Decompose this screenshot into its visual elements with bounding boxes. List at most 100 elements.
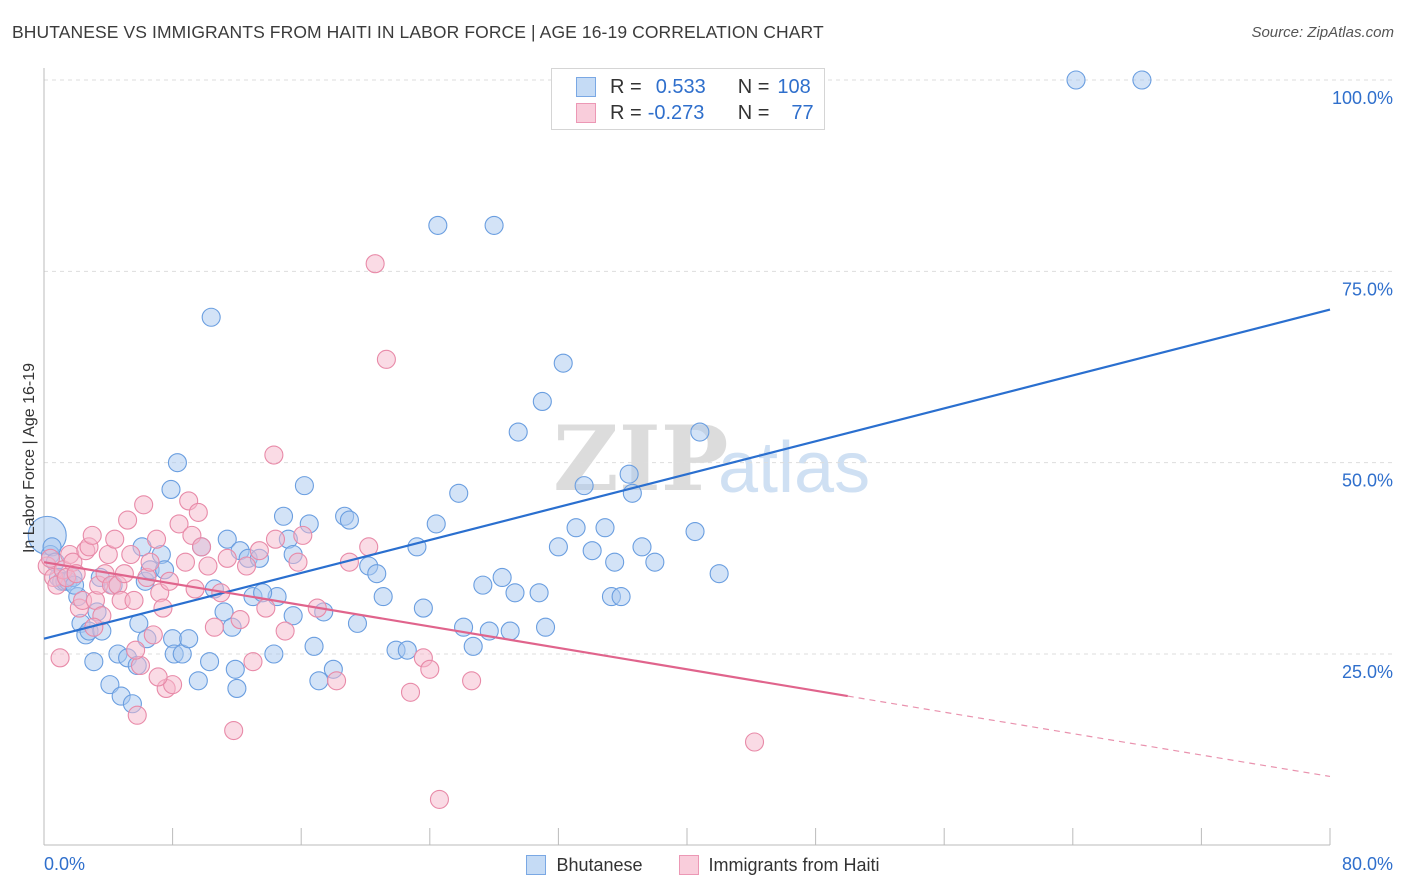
y-tick-label: 75.0% xyxy=(1342,279,1393,299)
bhutanese-point xyxy=(373,587,393,607)
legend-item-haiti[interactable]: Immigrants from Haiti xyxy=(678,855,880,876)
bhutanese-point xyxy=(201,307,221,327)
haiti-point xyxy=(124,590,144,610)
bhutanese-point xyxy=(619,464,639,484)
legend-n-label: N = xyxy=(737,101,770,124)
bhutanese-point xyxy=(500,621,520,641)
bhutanese-point xyxy=(264,644,284,664)
bhutanese-point xyxy=(582,541,602,561)
legend-n-label: N = xyxy=(737,75,770,98)
bhutanese-point xyxy=(200,652,220,672)
haiti-point xyxy=(146,529,167,549)
bhutanese-point xyxy=(214,602,234,622)
haiti-point xyxy=(50,648,70,668)
haiti-point xyxy=(224,720,244,741)
bhutanese-point xyxy=(339,510,359,530)
bhutanese-point xyxy=(188,671,208,691)
haiti-point xyxy=(118,510,138,530)
haiti-point xyxy=(365,254,385,274)
haiti-point xyxy=(256,598,276,618)
y-tick-label: 100.0% xyxy=(1332,88,1393,108)
haiti-point xyxy=(288,552,308,572)
bhutanese-point xyxy=(690,422,710,442)
haiti-point xyxy=(264,445,284,465)
haiti-point xyxy=(140,552,160,572)
legend-n-value: 108 xyxy=(777,75,811,98)
haiti-trend-line xyxy=(43,561,848,698)
legend-swatch-pink xyxy=(576,103,596,123)
haiti-point xyxy=(126,640,146,660)
bhutanese-point xyxy=(304,636,324,656)
bhutanese-point xyxy=(574,476,594,496)
x-tick-label-max: 80.0% xyxy=(1342,854,1393,874)
bhutanese-point xyxy=(347,613,368,633)
bhutanese-point xyxy=(179,629,199,649)
legend-row-haiti: R = -0.273 N = 77 xyxy=(576,100,814,126)
bhutanese-point xyxy=(167,453,187,473)
bhutanese-point xyxy=(283,606,303,626)
correlation-legend: R = 0.533 N = 108 R = -0.273 N = 77 xyxy=(551,68,825,130)
chart-title: BHUTANESE VS IMMIGRANTS FROM HAITI IN LA… xyxy=(12,22,824,42)
legend-r-value: 0.533 xyxy=(655,75,706,98)
bhutanese-point xyxy=(553,353,573,373)
haiti-point xyxy=(243,652,263,672)
haiti-point xyxy=(230,610,250,630)
y-axis-label: In Labor Force | Age 16-19 xyxy=(21,362,38,554)
haiti-point xyxy=(429,789,449,809)
haiti-point xyxy=(293,525,313,545)
haiti-point xyxy=(376,349,396,369)
haiti-point xyxy=(175,552,196,572)
legend-swatch-blue xyxy=(576,77,596,97)
bhutanese-point xyxy=(225,659,245,679)
bhutanese-point xyxy=(367,564,387,584)
bhutanese-point xyxy=(294,476,314,496)
bhutanese-point xyxy=(632,537,652,557)
bhutanese-point xyxy=(100,675,120,695)
bhutanese-point xyxy=(611,587,631,607)
bhutanese-point xyxy=(473,575,493,595)
legend-row-bhutanese: R = 0.533 N = 108 xyxy=(576,74,811,100)
y-tick-label: 25.0% xyxy=(1342,662,1393,682)
bhutanese-point xyxy=(463,636,483,656)
haiti-point xyxy=(275,621,295,641)
bhutanese-point xyxy=(1132,70,1152,90)
bhutanese-point xyxy=(508,422,528,442)
bhutanese-point xyxy=(1066,70,1086,90)
bhutanese-point xyxy=(426,514,446,534)
bhutanese-point xyxy=(645,552,665,572)
bhutanese-point xyxy=(505,583,525,603)
legend-n-value: 77 xyxy=(791,101,814,124)
haiti-point xyxy=(169,514,189,534)
bhutanese-point xyxy=(227,678,247,698)
source-label: Source: ZipAtlas.com xyxy=(1251,24,1394,41)
bhutanese-point xyxy=(595,518,615,538)
legend-item-bhutanese[interactable]: Bhutanese xyxy=(526,854,643,876)
haiti-point xyxy=(249,541,269,561)
haiti-point xyxy=(191,537,212,557)
bhutanese-point xyxy=(449,483,469,503)
x-tick-label-min: 0.0% xyxy=(44,854,85,874)
haiti-point xyxy=(462,671,482,691)
haiti-point xyxy=(327,671,347,691)
legend-label-bhutanese: Bhutanese xyxy=(556,854,643,875)
legend-r-value: -0.273 xyxy=(647,101,705,124)
legend-swatch-blue xyxy=(526,855,547,875)
haiti-point xyxy=(198,556,218,576)
bhutanese-point xyxy=(397,640,417,660)
haiti-point xyxy=(134,495,154,515)
haiti-point xyxy=(127,705,147,725)
bhutanese-point xyxy=(548,537,568,557)
bhutanese-point xyxy=(484,215,504,235)
bhutanese-point xyxy=(84,652,104,672)
bhutanese-trend-line xyxy=(43,308,1331,640)
haiti-trend-extension xyxy=(847,695,1331,778)
haiti-point xyxy=(121,544,141,565)
haiti-point xyxy=(400,682,421,702)
bhutanese-point xyxy=(413,598,433,618)
bhutanese-point xyxy=(273,506,294,526)
haiti-point xyxy=(148,667,168,687)
legend-r-label: R = xyxy=(610,75,642,98)
watermark-atlas: atlas xyxy=(718,428,870,508)
bhutanese-point xyxy=(685,521,705,542)
haiti-point xyxy=(143,625,163,645)
